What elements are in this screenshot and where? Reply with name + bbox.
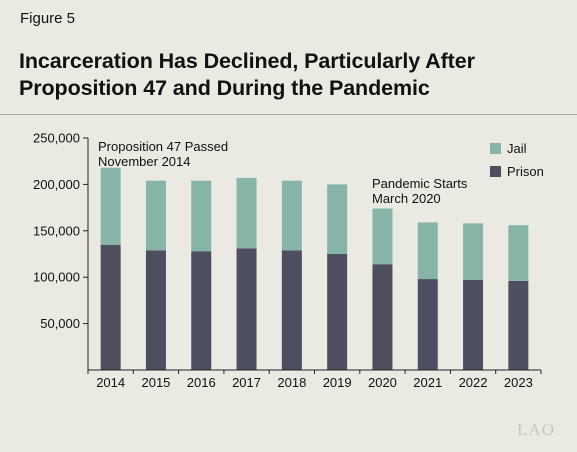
y-tick-label: 200,000 [33,177,80,192]
x-axis: 2014 2015 2016 2017 2018 2019 2020 2021 2022 2023 [87,369,542,390]
annotation-text: March 2020 [372,191,441,206]
legend-swatch [490,166,501,177]
legend: Jail Prison [490,141,544,179]
y-tick-label: 100,000 [33,270,80,285]
bar-jail [508,225,529,281]
x-tick-label: 2016 [187,375,216,390]
chart-title-line-1: Incarceration Has Declined, Particularly… [19,49,475,73]
bar-prison [281,250,302,370]
bar-prison [463,279,484,370]
y-axis: 50,000 100,000 150,000 200,000 250,000 [33,131,89,370]
chart-title: Incarceration Has Declined, Particularly… [19,48,564,102]
bar-jail [100,167,121,245]
bar-jail [463,223,484,280]
bar-jail [327,184,348,254]
x-tick-label: 2020 [368,375,397,390]
lao-logo: LAO [517,420,555,439]
x-tick-label: 2018 [277,375,306,390]
bar-prison [372,264,393,370]
bar-jail [417,222,438,280]
bar-prison [191,251,212,370]
bar-prison [145,250,166,370]
y-tick-label: 50,000 [40,316,80,331]
legend-label: Jail [507,141,527,156]
bar-jail [236,177,257,249]
annotation-text: Pandemic Starts [372,176,468,191]
chart-title-line-2: Proposition 47 and During the Pandemic [19,76,430,100]
legend-swatch [490,143,501,154]
legend-label: Prison [507,164,544,179]
bar-prison [508,280,529,370]
bar-jail [281,180,302,251]
annotation-text: Proposition 47 Passed [98,139,228,154]
y-tick-label: 250,000 [33,131,80,146]
y-tick-label: 150,000 [33,223,80,238]
x-tick-label: 2019 [323,375,352,390]
bar-jail [191,180,212,252]
figure-label: Figure 5 [20,10,76,27]
x-tick-label: 2021 [413,375,442,390]
x-tick-label: 2015 [141,375,170,390]
x-tick-label: 2017 [232,375,261,390]
bars [100,167,529,370]
bar-prison [417,279,438,370]
title-divider [0,114,577,115]
bar-jail [372,208,393,265]
x-tick-label: 2023 [504,375,533,390]
bar-jail [145,180,166,251]
bar-prison [100,244,121,370]
annotation-text: November 2014 [98,154,191,169]
bar-prison [236,248,257,370]
x-tick-label: 2022 [459,375,488,390]
x-tick-label: 2014 [96,375,125,390]
bar-prison [327,254,348,370]
